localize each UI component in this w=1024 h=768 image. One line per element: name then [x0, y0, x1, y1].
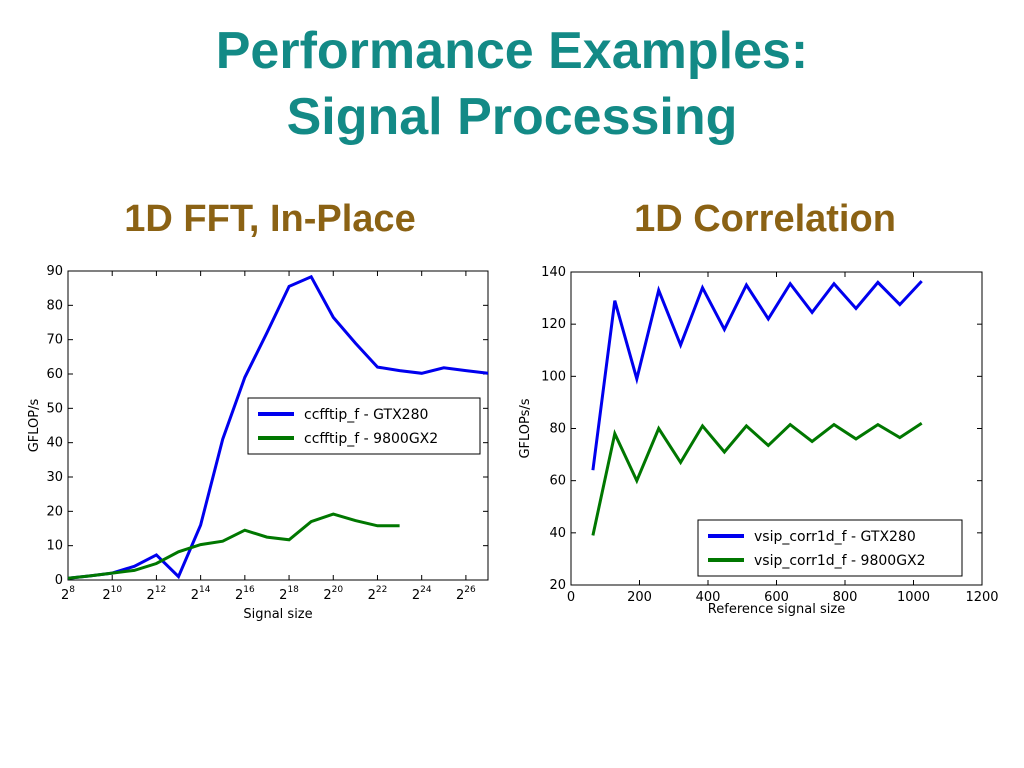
fft-y-axis-title: GFLOP/s	[27, 398, 42, 452]
fft-x-tick-exponent: 20	[332, 585, 344, 595]
fft-x-tick-base: 2	[235, 588, 243, 603]
corr-x-tick-label: 800	[833, 590, 858, 605]
fft-x-tick-exponent: 16	[243, 585, 255, 595]
corr-y-tick-label: 40	[549, 526, 566, 541]
fft-y-tick-label: 40	[46, 436, 63, 451]
fft-legend	[247, 397, 481, 455]
fft-x-tick-base: 2	[279, 588, 287, 603]
corr-x-tick-label: 0	[567, 590, 575, 605]
fft-x-tick-label: 216	[235, 585, 255, 603]
fft-x-tick-label: 212	[147, 585, 167, 603]
fft-y-tick-label: 50	[46, 401, 63, 416]
fft-x-tick-exponent: 12	[155, 585, 166, 595]
fft-y-tick-label: 90	[46, 264, 63, 279]
slide-title-line1: Performance Examples:	[215, 22, 809, 80]
fft-x-tick-exponent: 26	[464, 585, 476, 595]
corr-x-axis-title: Reference signal size	[708, 602, 845, 617]
corr-x-tick-label: 1200	[965, 590, 998, 605]
fft-x-tick-base: 2	[191, 588, 199, 603]
fft-y-tick-label: 60	[46, 367, 63, 382]
corr-y-tick-label: 60	[549, 474, 566, 489]
fft-y-tick-label: 20	[46, 504, 63, 519]
fft-x-tick-exponent: 24	[420, 585, 432, 595]
fft-x-tick-label: 220	[323, 585, 343, 603]
corr-series-line-2	[591, 422, 923, 536]
corr-y-tick-label: 80	[549, 422, 566, 437]
correlation-chart: 20 40 60 80 100 120 140 0 200 400 600 800 1000 1200 Re…	[518, 265, 999, 617]
corr-series-line-1	[591, 280, 923, 471]
fft-y-tick-label: 80	[46, 298, 63, 313]
slide-title: Performance Examples: Signal Processing	[0, 18, 1024, 150]
fft-y-tick-label: 30	[46, 470, 63, 485]
fft-x-tick-exponent: 22	[376, 585, 387, 595]
corr-y-tick-label: 140	[541, 265, 566, 280]
corr-y-tick-label: 20	[549, 578, 566, 593]
corr-y-tick-label: 100	[541, 369, 566, 384]
fft-x-tick-base: 2	[412, 588, 420, 603]
fft-x-tick-label: 214	[191, 585, 211, 603]
fft-x-tick-label: 28	[61, 585, 75, 603]
fft-x-tick-base: 2	[147, 588, 155, 603]
fft-legend-label-2: ccfftip_f - 9800GX2	[304, 431, 438, 447]
fft-chart-title: 1D FFT, In-Place	[124, 198, 416, 240]
fft-y-tick-label: 10	[46, 539, 63, 554]
fft-x-axis-title: Signal size	[243, 607, 312, 622]
fft-x-tick-base: 2	[61, 588, 69, 603]
fft-x-tick-label: 222	[368, 585, 388, 603]
fft-x-tick-label: 210	[102, 585, 122, 603]
correlation-chart-title: 1D Correlation	[634, 198, 896, 240]
fft-x-tick-label: 224	[412, 585, 432, 603]
fft-x-tick-base: 2	[323, 588, 331, 603]
fft-x-tick-exponent: 14	[199, 585, 211, 595]
fft-series-line-2	[67, 512, 400, 580]
fft-legend-label-1: ccfftip_f - GTX280	[304, 407, 428, 423]
fft-x-tick-exponent: 8	[69, 585, 75, 595]
corr-legend-label-1: vsip_corr1d_f - GTX280	[754, 529, 916, 545]
fft-x-tick-label: 218	[279, 585, 299, 603]
fft-x-tick-base: 2	[368, 588, 376, 603]
fft-y-tick-label: 0	[55, 573, 63, 588]
fft-x-tick-base: 2	[456, 588, 464, 603]
corr-x-tick-label: 600	[764, 590, 789, 605]
corr-y-tick-label: 120	[541, 317, 566, 332]
corr-legend	[697, 519, 963, 577]
corr-x-tick-label: 400	[696, 590, 721, 605]
corr-y-axis-title: GFLOPs/s	[518, 398, 533, 458]
fft-y-tick-label: 70	[46, 333, 63, 348]
corr-legend-label-2: vsip_corr1d_f - 9800GX2	[754, 553, 926, 569]
fft-x-tick-exponent: 10	[111, 585, 123, 595]
corr-x-tick-label: 200	[627, 590, 652, 605]
corr-x-tick-label: 1000	[897, 590, 930, 605]
fft-x-tick-label: 226	[456, 585, 476, 603]
slide-title-line2: Signal Processing	[286, 88, 738, 146]
fft-series-line-1	[67, 274, 489, 580]
fft-x-tick-exponent: 18	[287, 585, 299, 595]
fft-x-tick-base: 2	[102, 588, 110, 603]
